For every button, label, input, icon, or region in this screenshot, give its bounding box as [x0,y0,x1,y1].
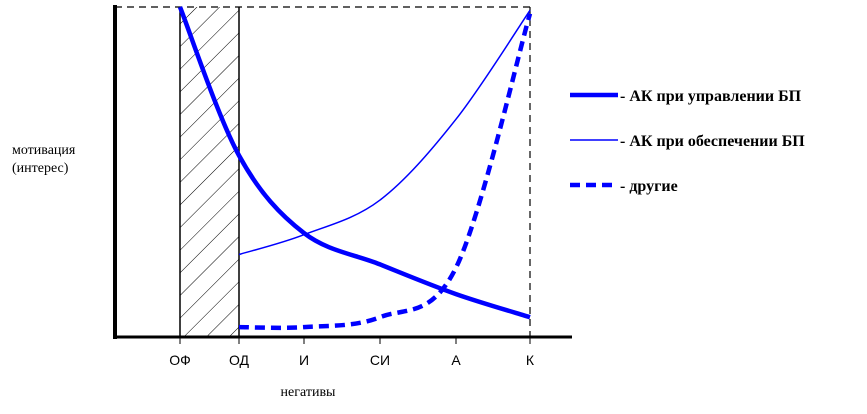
hatched-region [180,7,239,337]
x-tick-label: И [299,352,309,368]
series-line [177,6,531,320]
x-label: негативы [281,385,337,400]
x-tick-label: ОД [229,352,250,368]
y-label: мотивация [12,143,76,158]
x-tick-label: ОФ [169,352,191,368]
x-tick-label: СИ [370,352,390,368]
legend-label: - другие [620,178,678,195]
series-line [238,12,533,331]
legend-label: - АК при обеспечении БП [620,133,805,150]
y-label: (интерес) [12,161,69,176]
legend-label: - АК при управлении БП [620,88,802,105]
series-line [238,9,531,256]
x-tick-label: А [451,352,461,368]
x-tick-label: К [526,352,535,368]
